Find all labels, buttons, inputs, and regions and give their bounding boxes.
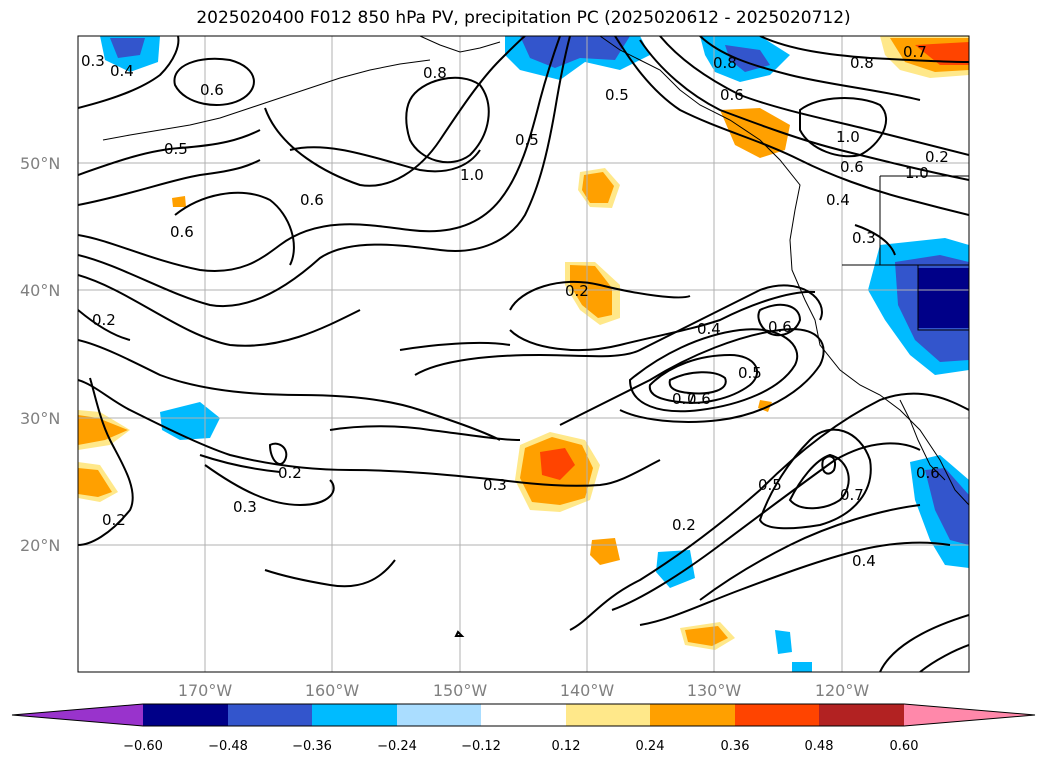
colorbar-segment [143, 704, 228, 726]
contour-label: 0.2 [672, 516, 696, 534]
lat-label: 20°N [20, 536, 60, 555]
contour-label: 0.7 [903, 43, 927, 61]
colorbar-segment [650, 704, 735, 726]
contour-label: 1.0 [460, 166, 484, 184]
contour-label: 1.0 [905, 164, 929, 182]
contour-label: 0.6 [916, 464, 940, 482]
map-graticule [78, 36, 969, 672]
contour-label: 0.3 [81, 52, 105, 70]
contour-label: 0.5 [605, 86, 629, 104]
contour-label: 0.2 [925, 148, 949, 166]
contour-label: 0.2 [102, 511, 126, 529]
lon-label: 120°W [815, 681, 870, 700]
colorbar-tick: −0.24 [377, 739, 417, 754]
precipitation-shading [78, 36, 969, 672]
contour-label: 0.2 [92, 311, 116, 329]
contour-label: 0.3 [852, 229, 876, 247]
colorbar: −0.60 −0.48 −0.36 −0.24 −0.12 0.12 0.24 … [11, 703, 1036, 754]
contour-label: 0.4 [697, 320, 721, 338]
colorbar-segment [228, 704, 312, 726]
colorbar-extend-low [12, 704, 143, 726]
contour-label: 0.3 [483, 476, 507, 494]
contour-label: 0.7 [672, 390, 696, 408]
contour-label: 0.5 [164, 140, 188, 158]
contour-label: 0.5 [515, 131, 539, 149]
contour-label: 0.8 [850, 54, 874, 72]
contour-label: 0.4 [852, 552, 876, 570]
contour-label: 0.2 [278, 464, 302, 482]
contour-label: 0.3 [233, 498, 257, 516]
colorbar-tick: −0.60 [123, 739, 163, 754]
colorbar-extend-high [904, 704, 1035, 726]
colorbar-tick: 0.60 [890, 739, 919, 754]
colorbar-tick: −0.12 [461, 739, 501, 754]
coastlines [102, 36, 969, 506]
colorbar-tick: 0.48 [805, 739, 834, 754]
contour-label: 0.8 [423, 64, 447, 82]
contour-label: 0.6 [687, 390, 711, 408]
pv-contour-lines [78, 36, 969, 672]
colorbar-segment [481, 704, 566, 726]
contour-label: 0.5 [738, 364, 762, 382]
colorbar-segment [819, 704, 904, 726]
colorbar-tick: −0.48 [208, 739, 248, 754]
contour-label: 0.5 [758, 476, 782, 494]
contour-labels: 0.3 0.4 0.6 0.5 0.6 0.8 0.8 0.7 1.0 0.5 … [80, 43, 949, 570]
contour-label: 1.0 [836, 128, 860, 146]
lon-label: 170°W [178, 681, 233, 700]
contour-label: 0.8 [713, 54, 737, 72]
lon-label: 130°W [687, 681, 742, 700]
contour-label: 0.6 [720, 86, 744, 104]
map-title: 2025020400 F012 850 hPa PV, precipitatio… [196, 8, 851, 28]
contour-label: 0.7 [840, 486, 864, 504]
contour-label: 0.6 [300, 191, 324, 209]
contour-label: 0.4 [826, 191, 850, 209]
colorbar-segment [312, 704, 397, 726]
map-frame [77, 35, 970, 673]
contour-label: 0.6 [200, 81, 224, 99]
colorbar-tick: 0.12 [552, 739, 581, 754]
contour-label: 0.6 [840, 158, 864, 176]
colorbar-segment [735, 704, 819, 726]
lat-label: 40°N [20, 281, 60, 300]
contour-label: 0.4 [110, 62, 134, 80]
colorbar-tick: −0.36 [292, 739, 332, 754]
lat-label: 50°N [20, 154, 60, 173]
lon-label: 160°W [305, 681, 360, 700]
colorbar-tick: 0.36 [721, 739, 750, 754]
contour-label: 0.6 [170, 223, 194, 241]
lon-label: 150°W [433, 681, 488, 700]
contour-label: 0.2 [565, 282, 589, 300]
lat-label: 30°N [20, 409, 60, 428]
colorbar-tick: 0.24 [636, 739, 665, 754]
colorbar-segment [566, 704, 650, 726]
contour-label: 0.6 [768, 318, 792, 336]
colorbar-segment [397, 704, 481, 726]
lon-label: 140°W [560, 681, 615, 700]
